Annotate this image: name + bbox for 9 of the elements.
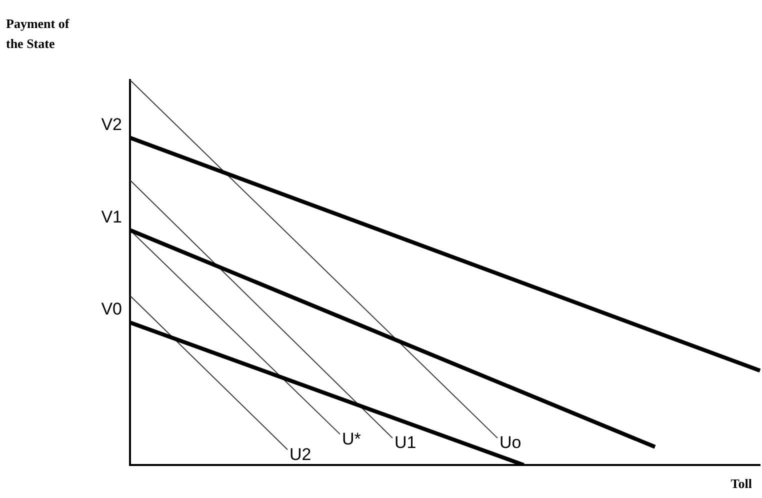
- x-axis-title: Toll: [730, 476, 752, 491]
- series-label: U*: [342, 429, 362, 448]
- series-label: V0: [101, 300, 122, 319]
- series-label: V2: [101, 114, 122, 134]
- series-label: Uo: [500, 433, 522, 452]
- text: Payment of the State: [6, 16, 70, 51]
- series-label: U2: [290, 444, 312, 464]
- series-label: V1: [101, 207, 122, 226]
- series-label: U1: [394, 433, 416, 452]
